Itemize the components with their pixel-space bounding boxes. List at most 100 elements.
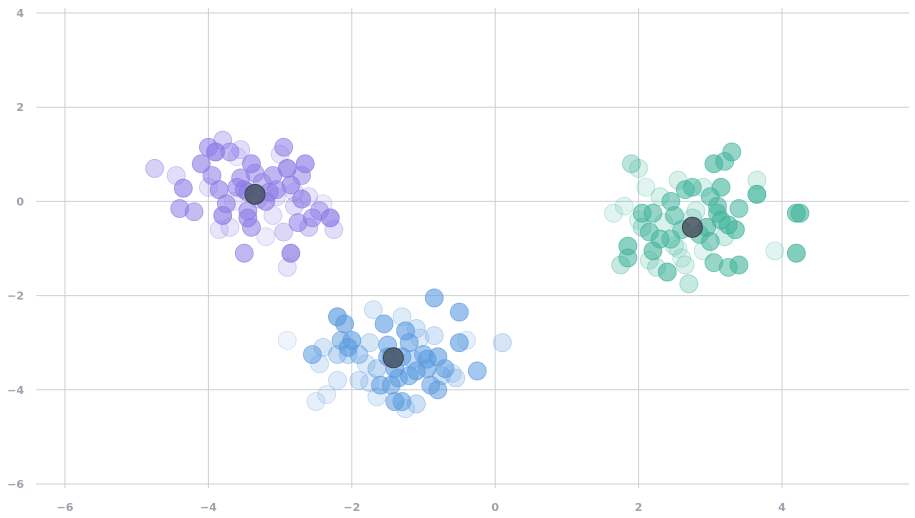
scatter-point [198,177,218,197]
scatter-point [722,142,742,162]
scatter-point [682,177,702,197]
x-tick-label: 0 [491,501,499,514]
data-points [145,130,810,419]
scatter-point [446,368,466,388]
scatter-point [675,255,695,275]
scatter-point [672,248,692,268]
scatter-point [636,177,656,197]
scatter-point [360,373,380,393]
y-tick-label: −4 [7,384,24,397]
scatter-point [729,199,749,218]
scatter-point [220,217,240,237]
scatter-point [328,370,347,390]
tick-labels: −6 −4 −2 0 2 4 −6 −4 −2 0 2 4 [7,7,786,514]
x-tick-label: −4 [200,501,217,514]
scatter-point [725,220,745,240]
x-tick-label: 4 [778,501,786,514]
scatter-point [679,274,699,294]
scatter-point [765,241,785,261]
y-tick-label: 2 [16,101,24,114]
scatter-point [715,227,735,247]
scatter-point [747,184,767,204]
scatter-point [396,399,415,419]
x-tick-label: −2 [343,501,360,514]
scatter-point [274,137,294,157]
scatter-point [191,154,211,174]
scatter-point [786,243,806,263]
scatter-point [209,220,229,240]
scatter-point [661,229,681,249]
scatter-point [335,314,355,334]
scatter-point [331,330,351,350]
scatter-point [639,250,659,270]
x-tick-label: 2 [635,501,643,514]
scatter-point [310,354,329,374]
scatter-point [173,178,193,198]
scatter-point [492,333,512,353]
scatter-point [449,333,469,353]
y-tick-label: 4 [16,7,24,20]
scatter-point [299,217,319,237]
scatter-point [320,208,340,228]
scatter-point [406,394,426,414]
scatter-point [360,333,380,353]
scatter-point [220,142,240,162]
scatter-point [428,380,448,400]
scatter-point [747,170,767,190]
scatter-point [643,203,663,223]
scatter-point [629,159,648,178]
scatter-point [790,203,810,223]
scatter-point [711,177,731,197]
scatter-point [622,154,641,174]
scatter-point [263,166,283,185]
scatter-point [349,345,369,364]
scatter-point [224,191,243,211]
scatter-point [406,319,426,338]
scatter-point [349,370,369,390]
scatter-point [277,330,297,350]
scatter-point [442,363,462,383]
scatter-point [302,345,322,364]
scatter-point [238,208,258,228]
scatter-point [693,177,713,197]
scatter-point [604,203,623,223]
scatter-point [242,154,261,174]
scatter-point [367,387,387,407]
scatter-point [650,187,670,207]
cluster-centroid-point [681,216,703,238]
scatter-point [467,361,487,381]
scatter-point [424,288,444,308]
scatter-point [367,359,387,379]
scatter-point [234,243,254,263]
cluster-centroids [244,183,703,369]
scatter-point [618,236,638,256]
scatter-point [292,189,312,209]
y-tick-label: −6 [7,478,24,491]
scatter-point [449,302,469,322]
scatter-point [417,349,437,369]
scatter-point [704,253,724,273]
cluster-centroid-point [244,183,266,205]
scatter-point [274,222,294,242]
scatter-point [457,330,476,350]
cluster-centroid-point [382,347,404,369]
scatter-point [213,206,233,225]
scatter-point [324,220,344,240]
scatter-point [632,217,652,237]
scatter-point [313,338,333,357]
scatter-point [657,262,677,282]
scatter-point [263,206,283,225]
scatter-point [729,255,749,275]
scatter-point [356,354,376,374]
scatter-point [654,213,674,232]
scatter-point [700,232,720,251]
scatter-point [614,196,634,216]
scatter-point [399,366,419,386]
y-tick-label: −2 [7,290,24,303]
scatter-point [231,140,251,159]
scatter-point [435,359,455,379]
scatter-point [256,227,276,247]
scatter-point [295,154,315,174]
